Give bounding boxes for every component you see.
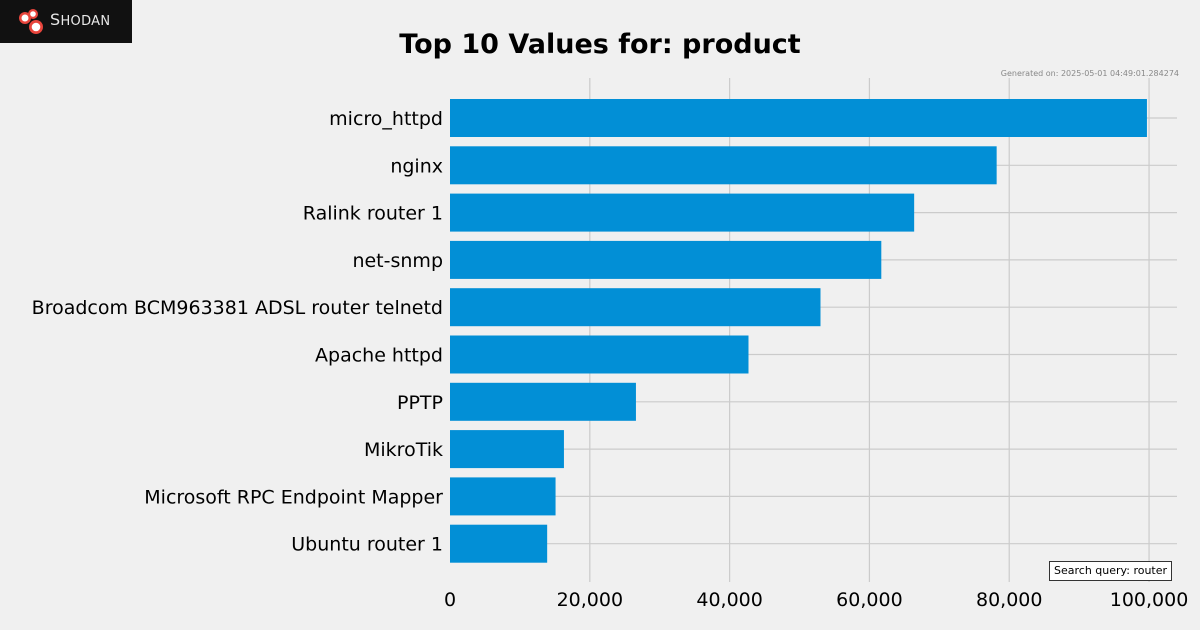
x-tick-label: 40,000: [696, 589, 762, 611]
generated-timestamp: Generated on: 2025-05-01 04:49:01.284274: [1000, 69, 1179, 78]
bar-1: [450, 99, 1147, 137]
x-tick-label: 20,000: [557, 589, 623, 611]
chart-title: Top 10 Values for: product: [399, 29, 801, 60]
category-label: MikroTik: [364, 439, 443, 461]
bar-7: [450, 382, 636, 421]
bar-9: [450, 477, 556, 516]
shodan-logo[interactable]: SHODAN: [0, 0, 132, 43]
logo-wordmark: SHODAN: [50, 10, 110, 32]
bar-3: [450, 193, 915, 232]
category-label: Broadcom BCM963381 ADSL router telnetd: [32, 297, 443, 319]
category-label: Ubuntu router 1: [291, 534, 443, 556]
category-label: Microsoft RPC Endpoint Mapper: [144, 486, 443, 508]
bar-2: [450, 146, 997, 185]
bar-5: [450, 288, 821, 327]
x-tick-label: 0: [444, 589, 456, 611]
bar-4: [450, 240, 882, 279]
logo-wordmark-initial: S: [50, 10, 61, 29]
category-label: nginx: [390, 155, 443, 177]
x-tick-label: 80,000: [976, 589, 1042, 611]
category-label: Apache httpd: [315, 345, 443, 367]
bar-8: [450, 430, 564, 469]
x-tick-label: 60,000: [836, 589, 902, 611]
search-query-label: Search query: router: [1049, 561, 1173, 581]
x-tick-label: 100,000: [1110, 589, 1189, 611]
bar-10: [450, 524, 548, 563]
bar-6: [450, 335, 749, 374]
category-label: micro_httpd: [329, 108, 443, 130]
shodan-logo-icon: [19, 9, 43, 34]
category-label: net-snmp: [352, 250, 443, 272]
category-label: PPTP: [397, 392, 443, 414]
category-label: Ralink router 1: [303, 203, 443, 225]
logo-wordmark-rest: HODAN: [60, 14, 111, 29]
